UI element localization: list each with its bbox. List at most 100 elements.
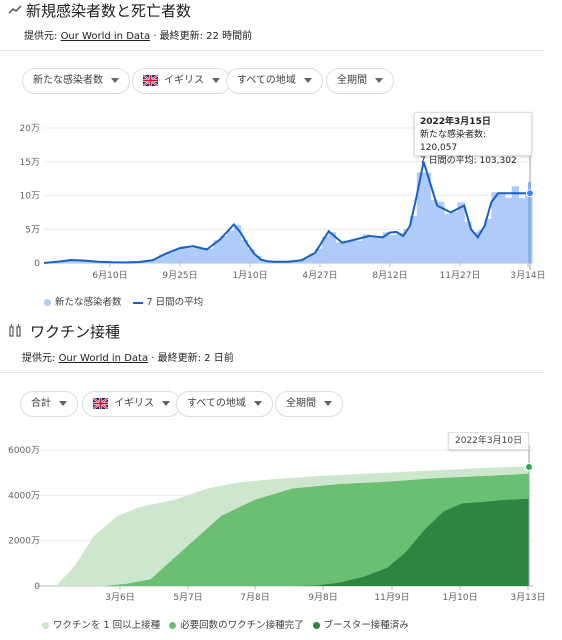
case-bar [410,215,418,263]
case-bar [464,221,472,263]
cases-updated: 最終更新: 22 時間前 [159,31,253,42]
period-filter-chip[interactable]: 全期間 [275,391,343,417]
case-bar [260,260,269,263]
metric-filter-chip[interactable]: 新たな感染者数 [22,68,130,94]
case-bar [491,192,499,263]
x-tick-label: 5月7日 [173,592,202,603]
x-tick-label: 11月9日 [374,592,409,603]
case-bar [477,230,486,263]
case-bar [199,247,208,263]
cases-chart[interactable]: 0 5万 10万 15万 20万 6月10日 9月25日 1月10日 4月27日 8月12日 11… [0,100,562,290]
legend-swatch [44,299,51,306]
case-bar [328,232,337,263]
vaccine-title: ワクチン接種 [30,323,121,341]
case-bar [403,229,411,263]
case-bar [504,197,513,263]
x-tick-label: 9月25日 [162,270,197,281]
country-filter-chip[interactable]: イギリス [132,68,231,94]
y-tick-label: 5万 [25,225,40,235]
y-tick-label: 0 [34,259,40,269]
case-bar [213,240,221,263]
x-tick-label: 1月10日 [442,592,477,603]
syringe-icon [9,324,21,337]
chevron-down-icon [253,400,262,406]
uk-flag-icon [93,397,108,409]
case-bar [254,256,262,263]
case-bar [389,234,398,263]
tooltip-avg: 7 日間の平均: 103,302 [420,156,517,166]
case-bar [193,246,201,263]
case-bar [179,246,187,263]
chevron-down-icon [303,77,312,83]
case-bar [484,218,492,263]
case-bar [437,201,445,263]
legend-swatch [132,301,143,304]
trend-icon [8,5,22,14]
tooltip-cases: 新たな感染者数: 120,057 [420,130,487,153]
case-bar [362,234,370,263]
case-bar [396,233,404,263]
case-bar [471,232,479,263]
y-tick-label: 6000万 [8,446,40,456]
case-bar [416,172,425,263]
x-tick-label: 1月10日 [232,270,267,281]
y-tick-label: 15万 [20,158,40,168]
chevron-down-icon [212,77,220,83]
country-filter-chip[interactable]: イギリス [82,391,181,417]
legend-swatch [42,622,49,629]
case-bar [355,240,364,263]
case-bar [247,248,255,263]
case-bar [172,249,181,263]
case-bar [71,260,79,263]
case-bar [159,254,167,263]
vaccine-updated: 最終更新: 2 日前 [157,353,234,364]
case-bar [342,240,350,263]
case-bar [227,230,235,263]
divider [0,50,545,51]
case-bar [443,213,452,263]
vaccine-legend: ワクチンを 1 回以上接種 必要回数のワクチン接種完了 ブースター接種済み [42,617,409,631]
chevron-down-icon [375,77,383,83]
case-bar [315,248,323,263]
case-bar [349,239,357,263]
x-tick-label: 3月14日 [510,270,545,281]
region-filter-chip[interactable]: すべての地域 [226,68,323,94]
case-bar [450,211,459,263]
metric-filter-chip[interactable]: 合計 [20,391,78,417]
owid-link[interactable]: Our World in Data [58,353,149,364]
case-bar [498,194,506,263]
owid-link[interactable]: Our World in Data [60,31,151,42]
chevron-down-icon [324,400,332,406]
chevron-down-icon [162,400,170,406]
legend-swatch [169,622,177,629]
hover-point [526,189,534,198]
vaccine-tooltip-date: 2022年3月10日 [448,432,530,450]
booster-area [56,498,529,586]
cases-tooltip: 2022年3月15日 新たな感染者数: 120,057 7 日間の平均: 103… [414,112,532,166]
x-tick-label: 9月8日 [308,592,337,603]
cases-avg-line [43,161,532,264]
region-filter-chip[interactable]: すべての地域 [176,391,273,417]
x-tick-label: 7月8日 [240,592,269,603]
hover-point [525,463,533,471]
y-tick-label: 2000万 [8,537,40,547]
case-bar [186,248,194,263]
case-bar [369,237,377,263]
tooltip-date: 2022年3月15日 [420,117,491,127]
case-bar [301,258,309,263]
y-tick-label: 4000万 [8,491,40,501]
case-bar [518,198,526,263]
case-bar [430,199,438,263]
case-bar [77,260,86,263]
case-bar [423,172,431,263]
chevron-down-icon [59,400,67,406]
case-bar [294,260,303,263]
cases-title: 新規感染者数と死亡者数 [26,2,192,20]
y-tick-label: 20万 [20,124,40,134]
vaccine-chart[interactable]: 0 2000万 4000万 6000万 3月6日 5月7日 7月8日 9月8日 11月9日 1月… [0,440,562,605]
case-bar [511,186,520,263]
case-bar [457,202,465,263]
period-filter-chip[interactable]: 全期間 [326,68,394,94]
case-bar [220,235,228,263]
case-bar [382,232,391,263]
